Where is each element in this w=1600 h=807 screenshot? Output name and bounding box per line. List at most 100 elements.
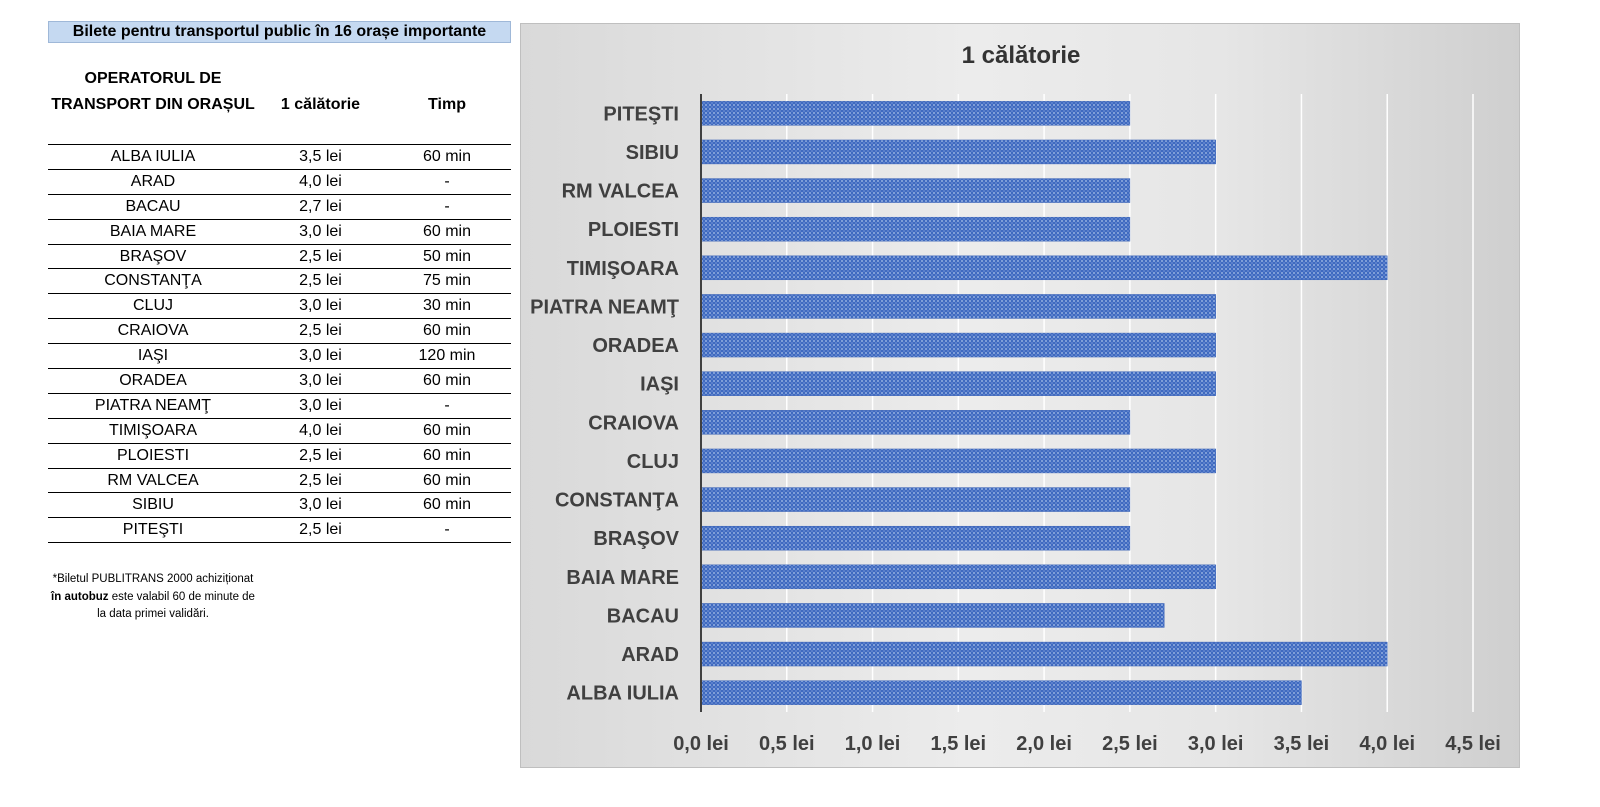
x-tick-label: 4,5 lei (1445, 733, 1501, 755)
category-label: SIBIU (626, 142, 679, 164)
cell-price: 2,5 lei (299, 446, 342, 464)
cell-time: 120 min (418, 347, 476, 365)
cell-time: 60 min (422, 446, 472, 464)
header-price: 1 călătorie (280, 96, 361, 113)
bar-chart: 0,0 lei 0,5 lei 1,0 lei 1,5 lei 2,0 lei 2,5 l… (530, 94, 1501, 755)
cell-price: 3,0 lei (299, 371, 342, 389)
table-row: CONSTANŢA 2,5 lei 75 min (48, 269, 511, 295)
table-row: SIBIU 3,0 lei 60 min (48, 493, 511, 519)
cell-city: PLOIESTI (116, 446, 190, 464)
x-tick-label: 1,0 lei (845, 733, 901, 755)
category-label: PIATRA NEAMŢ (530, 296, 679, 318)
footnote-text-start: *Biletul PUBLITRANS 2000 achiziționat (52, 573, 254, 585)
category-label: BACAU (607, 605, 679, 627)
cell-city: ARAD (130, 172, 176, 190)
bar (700, 525, 1131, 551)
cell-time: - (444, 197, 450, 215)
cell-time: 60 min (422, 421, 472, 439)
table-row: CLUJ 3,0 lei 30 min (48, 294, 511, 320)
cell-time: 60 min (422, 371, 472, 389)
cell-city: BACAU (125, 197, 181, 215)
table-row: ALBA IULIA 3,5 lei 60 min (48, 145, 511, 170)
table-header: OPERATORUL DE TRANSPORT DIN ORAȘUL 1 căl… (48, 66, 511, 144)
cell-city: TIMIŞOARA (108, 421, 197, 439)
footnote-bold: în autobuz (51, 590, 109, 603)
cell-price: 3,0 lei (299, 297, 342, 315)
x-tick-label: 2,0 lei (1016, 733, 1072, 755)
cell-time: - (444, 172, 450, 190)
x-tick-label: 3,0 lei (1188, 733, 1244, 755)
cell-price: 3,5 lei (299, 147, 342, 165)
cell-city: ORADEA (119, 371, 187, 389)
bar (700, 641, 1388, 667)
cell-time: 50 min (422, 247, 472, 265)
cell-price: 2,7 lei (299, 197, 342, 215)
table-row: TIMIŞOARA 4,0 lei 60 min (48, 419, 511, 444)
table-row: ARAD 4,0 lei - (48, 170, 511, 195)
bar (700, 603, 1165, 628)
table-row: ORADEA 3,0 lei 60 min (48, 369, 511, 394)
cell-price: 4,0 lei (299, 421, 342, 439)
cell-city: ALBA IULIA (110, 147, 196, 165)
table-row: IAŞI 3,0 lei 120 min (48, 344, 511, 370)
table-row: BACAU 2,7 lei - (48, 195, 511, 220)
category-label: ALBA IULIA (566, 683, 679, 705)
bar (700, 410, 1131, 435)
category-label: PITEŞTI (603, 103, 679, 125)
chart-title: 1 călătorie (961, 42, 1081, 69)
footnote: *Biletul PUBLITRANS 2000 achiziționat în… (48, 571, 258, 624)
table-body: ALBA IULIA 3,5 lei 60 min ARAD 4,0 lei - BACAU… (48, 144, 511, 544)
category-label: RM VALCEA (562, 181, 679, 203)
cell-city: CLUJ (132, 297, 173, 315)
cell-city: CONSTANŢA (104, 272, 202, 290)
bar (700, 564, 1216, 590)
bar (700, 139, 1216, 165)
cell-price: 2,5 lei (299, 272, 342, 290)
cell-time: - (444, 521, 450, 539)
category-label: CLUJ (627, 451, 679, 473)
header-operator: OPERATORUL DE TRANSPORT DIN ORAȘUL (51, 70, 255, 113)
category-label: CRAIOVA (588, 412, 679, 434)
bar (700, 216, 1131, 242)
chart-panel: 1 călătorie 0,0 lei 0,5 lei 1,0 lei 1,5 lei… (520, 23, 1520, 768)
x-tick-label: 0,0 lei (673, 733, 729, 755)
header-time: Timp (428, 96, 466, 113)
x-tick-label: 2,5 lei (1102, 733, 1158, 755)
cell-city: CRAIOVA (117, 322, 189, 340)
category-label: CONSTANŢA (555, 490, 679, 512)
category-label: TIMIŞOARA (567, 258, 679, 280)
cell-city: RM VALCEA (107, 471, 199, 489)
category-label: BRAŞOV (593, 528, 679, 550)
cell-price: 2,5 lei (299, 521, 342, 539)
table-row: BRAŞOV 2,5 lei 50 min (48, 245, 511, 270)
cell-price: 2,5 lei (299, 471, 342, 489)
table-row: PIATRA NEAMŢ 3,0 lei - (48, 394, 511, 419)
x-tick-label: 3,5 lei (1274, 733, 1330, 755)
cell-price: 4,0 lei (299, 172, 342, 190)
x-tick-label: 1,5 lei (931, 733, 987, 755)
table-row: BAIA MARE 3,0 lei 60 min (48, 220, 511, 245)
table-title: Bilete pentru transportul public în 16 o… (48, 21, 511, 43)
bar (700, 332, 1216, 358)
table-row: CRAIOVA 2,5 lei 60 min (48, 319, 511, 345)
category-label: IAŞI (640, 374, 679, 396)
bar (700, 178, 1131, 203)
cell-city: PIATRA NEAMŢ (94, 396, 212, 414)
cell-price: 3,0 lei (299, 496, 342, 514)
cell-price: 3,0 lei (299, 222, 342, 240)
bar (700, 448, 1216, 474)
cell-time: 60 min (422, 496, 472, 514)
bar (700, 371, 1216, 396)
cell-time: 75 min (422, 272, 472, 290)
cell-city: BRAŞOV (119, 247, 187, 265)
x-tick-label: 4,0 lei (1359, 733, 1415, 755)
x-tick-label: 0,5 lei (759, 733, 815, 755)
category-label: PLOIESTI (588, 219, 679, 241)
bar (700, 680, 1302, 705)
cell-price: 2,5 lei (299, 247, 342, 265)
bar (700, 255, 1388, 281)
cell-time: 60 min (422, 222, 472, 240)
bar (700, 294, 1216, 319)
cell-city: PITEŞTI (122, 521, 184, 539)
footnote-text-end: este valabil 60 de minute de la data pri… (97, 590, 255, 621)
